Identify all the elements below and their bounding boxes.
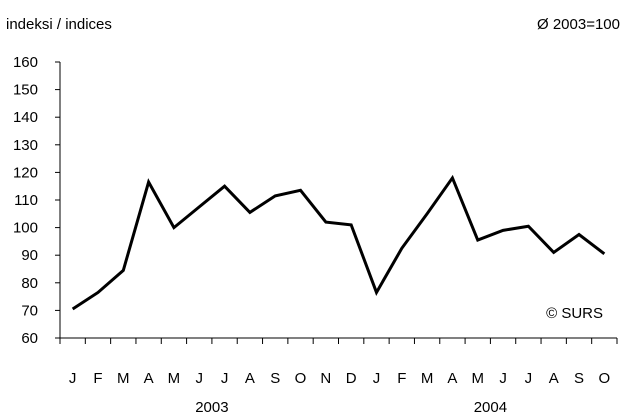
x-tick-label: A [245, 370, 255, 387]
x-tick-label: A [549, 370, 559, 387]
x-tick-label: M [168, 370, 181, 387]
x-tick-label: O [599, 370, 611, 387]
series-group [71, 174, 606, 311]
y-tick-label: 100 [13, 220, 38, 237]
x-tick-label: M [117, 370, 130, 387]
x-tick-label: J [499, 370, 507, 387]
x-tick-label: N [320, 370, 331, 387]
x-tick-label: A [144, 370, 154, 387]
x-tick-label: O [295, 370, 307, 387]
x-tick-label: J [196, 370, 204, 387]
series-line [71, 174, 606, 311]
x-tick-label: J [525, 370, 533, 387]
y-tick-label: 130 [13, 137, 38, 154]
x-tick-label: F [93, 370, 102, 387]
y-tick-label: 60 [21, 330, 38, 347]
x-tick-label: J [69, 370, 77, 387]
y-tick-label: 140 [13, 109, 38, 126]
x-tick-label: S [270, 370, 280, 387]
x-tick-label: D [346, 370, 357, 387]
copyright-note: © SURS [546, 305, 603, 322]
y-tick-label: 150 [13, 82, 38, 99]
x-tick-label: S [574, 370, 584, 387]
year-label: 2004 [474, 399, 507, 416]
x-tick-label: F [397, 370, 406, 387]
x-tick-label: A [447, 370, 457, 387]
y-tick-label: 160 [13, 54, 38, 71]
base-note: Ø 2003=100 [537, 16, 620, 33]
y-tick-label: 90 [21, 247, 38, 264]
x-tick-label: M [421, 370, 434, 387]
y-tick-label: 70 [21, 302, 38, 319]
y-tick-label: 110 [14, 192, 38, 209]
y-axis: 60 70 80 90 100 110 120 130 140 150 160 [13, 54, 60, 347]
y-tick-label: 120 [13, 164, 38, 181]
year-label: 2003 [195, 399, 228, 416]
x-tick-label: J [221, 370, 229, 387]
y-axis-label: indeksi / indices [6, 16, 112, 33]
x-tick-label: J [373, 370, 381, 387]
x-tick-label: M [472, 370, 485, 387]
y-tick-label: 80 [21, 275, 38, 292]
year-labels: 2003 2004 [195, 399, 507, 416]
